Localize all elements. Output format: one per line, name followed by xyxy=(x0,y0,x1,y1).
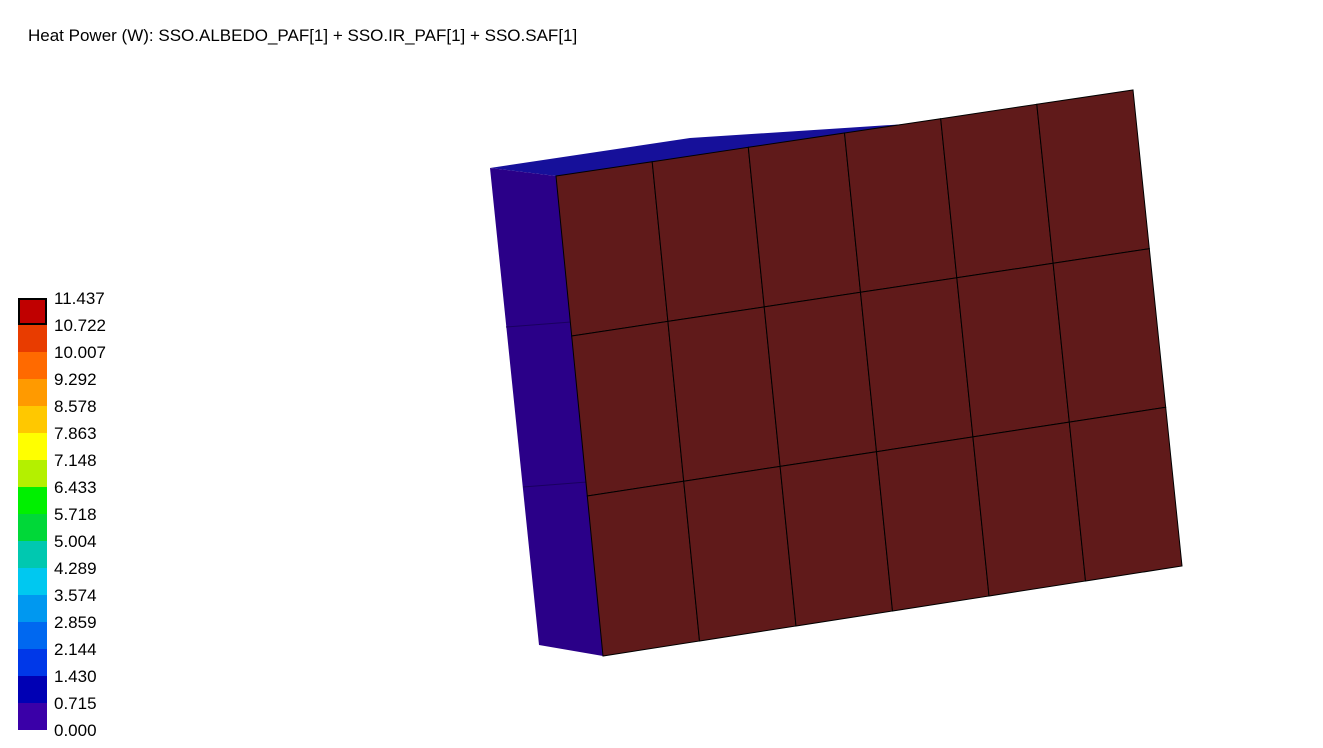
side-edge xyxy=(522,481,588,488)
panel-cell xyxy=(859,277,974,453)
legend-swatch xyxy=(18,487,47,514)
panel-cell xyxy=(747,132,862,308)
side-face xyxy=(490,168,603,656)
top-face xyxy=(490,90,1133,176)
legend-value: 7.863 xyxy=(54,424,97,443)
legend-value: 2.144 xyxy=(54,640,97,659)
legend-swatch xyxy=(18,433,47,460)
panel-cell xyxy=(956,262,1070,438)
panel-cell xyxy=(571,320,685,497)
legend-swatch xyxy=(18,352,47,379)
panel-cell xyxy=(555,161,669,337)
solar-panel-face xyxy=(555,89,1183,657)
panel-cell xyxy=(1052,248,1167,423)
panel-cell xyxy=(1068,406,1183,582)
legend-value: 2.859 xyxy=(54,613,97,632)
legend-swatch xyxy=(18,298,47,325)
legend-swatch xyxy=(18,595,47,622)
legend-value: 10.007 xyxy=(54,343,106,362)
legend-value: 8.578 xyxy=(54,397,97,416)
legend-swatch xyxy=(18,514,47,541)
plot-title: Heat Power (W): SSO.ALBEDO_PAF[1] + SSO.… xyxy=(28,26,578,45)
legend-value: 1.430 xyxy=(54,667,97,686)
panel-cell xyxy=(586,480,701,657)
legend-value: 5.004 xyxy=(54,532,97,551)
legend-swatch xyxy=(18,541,47,568)
panel-cell xyxy=(779,451,894,627)
side-edge xyxy=(505,321,572,328)
legend-value: 0.715 xyxy=(54,694,97,713)
legend-swatch xyxy=(18,568,47,595)
legend-value: 10.722 xyxy=(54,316,106,335)
legend-value: 6.433 xyxy=(54,478,97,497)
panel-cell xyxy=(667,306,781,482)
color-legend: 11.437 10.722 10.007 9.292 8.578 7.863 7.148 6.… xyxy=(18,290,168,740)
legend-swatch xyxy=(18,406,47,433)
legend-swatch xyxy=(18,460,47,487)
panel-cell xyxy=(972,421,1087,597)
legend-swatch xyxy=(18,325,47,352)
legend-swatch xyxy=(18,703,47,730)
panel-cell xyxy=(683,465,797,642)
legend-value: 4.289 xyxy=(54,559,97,578)
legend-value: 3.574 xyxy=(54,586,97,605)
legend-value: 0.000 xyxy=(54,721,97,740)
panel-cell xyxy=(1036,89,1150,264)
panel-cell xyxy=(763,291,878,467)
panel-cell xyxy=(651,146,765,322)
legend-swatch xyxy=(18,649,47,676)
legend-swatch xyxy=(18,676,47,703)
legend-value: 11.437 xyxy=(54,289,105,308)
legend-swatch xyxy=(18,379,47,406)
legend-value: 9.292 xyxy=(54,370,97,389)
panel-cell xyxy=(843,118,958,293)
legend-value: 5.718 xyxy=(54,505,97,524)
legend-value: 7.148 xyxy=(54,451,97,470)
panel-cell xyxy=(940,103,1054,279)
panel-cell xyxy=(875,436,990,612)
legend-swatch xyxy=(18,622,47,649)
